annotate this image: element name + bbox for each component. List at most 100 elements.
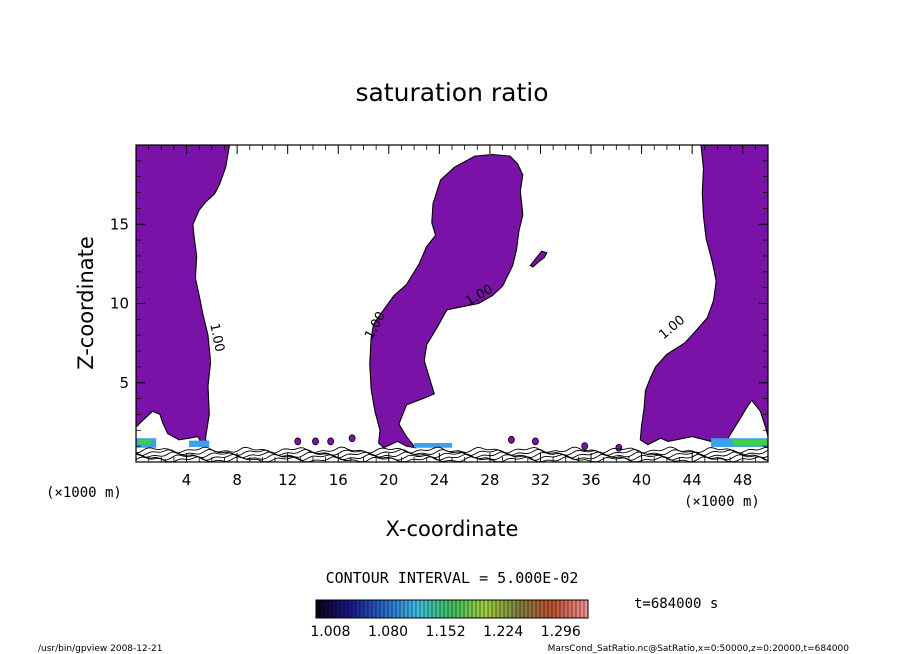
contour-interval: CONTOUR INTERVAL = 5.000E-02 — [326, 569, 579, 587]
surface-contour-4 — [136, 448, 768, 457]
colorbar-cell — [436, 600, 440, 618]
colorbar-cell — [424, 600, 428, 618]
surface-blob-7 — [581, 442, 589, 451]
surface-contour-3 — [136, 451, 768, 459]
colorbar-cell — [576, 600, 580, 618]
colorbar-cell — [452, 600, 456, 618]
colorbar-cell — [540, 600, 544, 618]
colorbar-cell — [480, 600, 484, 618]
y-tick-label: 10 — [110, 295, 129, 313]
colorbar-cell — [324, 600, 328, 618]
colorbar-cell — [488, 600, 492, 618]
colorbar-cells — [315, 600, 588, 618]
saturation-region-4 — [529, 250, 548, 268]
surface-blob-1 — [294, 437, 302, 446]
surface-band-6 — [414, 442, 452, 448]
colorbar-cell — [400, 600, 404, 618]
colorbar-cell — [520, 600, 524, 618]
colorbar-cell — [332, 600, 336, 618]
colorbar-cell — [524, 600, 528, 618]
surface-band-3 — [189, 440, 210, 447]
surface-blob-6 — [532, 437, 539, 446]
x-tick-label: 32 — [531, 471, 550, 489]
y-tick-label: 15 — [110, 215, 129, 233]
surface-blob-2 — [312, 437, 319, 446]
colorbar-cell — [376, 600, 380, 618]
y-axis-label: Z-coordinate — [74, 236, 98, 370]
colorbar-cell — [408, 600, 412, 618]
colorbar-cell — [496, 600, 500, 618]
y-axis-unit: (×1000 m) — [46, 485, 122, 501]
colorbar: 1.008 1.080 1.152 1.224 1.296 — [310, 599, 589, 640]
colorbar-cell — [464, 600, 468, 618]
colorbar-cell — [556, 600, 560, 618]
x-tick-label: 12 — [278, 471, 297, 489]
time-label: t=684000 s — [634, 596, 718, 612]
colorbar-cell — [444, 600, 448, 618]
x-tick-label: 8 — [232, 471, 242, 489]
surface-blob-4 — [348, 434, 356, 443]
x-tick-label: 44 — [683, 471, 702, 489]
colorbar-cell — [564, 600, 568, 618]
colorbar-cell — [492, 600, 496, 618]
colorbar-labels: 1.008 1.080 1.152 1.224 1.296 — [310, 624, 581, 640]
colorbar-cell — [456, 600, 460, 618]
colorbar-cell — [448, 600, 452, 618]
colorbar-cell — [468, 600, 472, 618]
colorbar-cell — [320, 600, 324, 618]
colorbar-cell — [516, 600, 520, 618]
surface-blob-5 — [508, 435, 515, 444]
footer-right: MarsCond_SatRatio.nc@SatRatio,x=0:50000,… — [548, 644, 850, 654]
colorbar-cell — [316, 600, 320, 618]
colorbar-cell — [560, 600, 564, 618]
colorbar-cell — [476, 600, 480, 618]
colorbar-label: 1.152 — [426, 624, 466, 640]
colorbar-cell — [356, 600, 360, 618]
colorbar-label: 1.080 — [368, 624, 408, 640]
colorbar-frame — [315, 599, 589, 619]
x-tick-label: 4 — [182, 471, 192, 489]
colorbar-label: 1.296 — [541, 624, 581, 640]
colorbar-cell — [416, 600, 420, 618]
colorbar-cell — [512, 600, 516, 618]
colorbar-cell — [372, 600, 376, 618]
colorbar-cell — [536, 600, 540, 618]
surface-blob-3 — [327, 437, 335, 446]
y-tick-label: 5 — [119, 374, 129, 392]
colorbar-cell — [344, 600, 348, 618]
colorbar-cell — [392, 600, 396, 618]
x-tick-label: 20 — [379, 471, 398, 489]
colorbar-cell — [420, 600, 424, 618]
colorbar-cell — [508, 600, 512, 618]
colorbar-cell — [528, 600, 532, 618]
colorbar-cell — [432, 600, 436, 618]
colorbar-cell — [460, 600, 464, 618]
colorbar-cell — [552, 600, 556, 618]
colorbar-cell — [380, 600, 384, 618]
x-tick-label: 48 — [733, 471, 752, 489]
colorbar-cell — [548, 600, 552, 618]
surface-band-5 — [732, 439, 768, 446]
saturation-regions — [136, 145, 768, 462]
colorbar-cell — [440, 600, 444, 618]
colorbar-cell — [336, 600, 340, 618]
x-tick-label: 28 — [480, 471, 499, 489]
x-tick-label: 36 — [581, 471, 600, 489]
saturation-region-1 — [136, 145, 231, 462]
colorbar-cell — [428, 600, 432, 618]
colorbar-cell — [584, 600, 588, 618]
footer-left: /usr/bin/gpview 2008-12-21 — [38, 644, 162, 654]
colorbar-cell — [364, 600, 368, 618]
x-tick-label: 40 — [632, 471, 651, 489]
surface-blob-8 — [615, 443, 623, 452]
colorbar-cell — [404, 600, 408, 618]
colorbar-cell — [368, 600, 372, 618]
colorbar-cell — [504, 600, 508, 618]
colorbar-cell — [532, 600, 536, 618]
colorbar-cell — [348, 600, 352, 618]
x-axis-unit: (×1000 m) — [684, 494, 760, 510]
x-axis-ticks: 4 8 12 16 20 24 28 32 36 40 44 48 — [148, 145, 756, 489]
surface-contour-5 — [136, 446, 768, 454]
plot-area: 1.00 1.001.001.00 4 8 12 16 20 24 28 32 36 40 44 48 … — [110, 144, 769, 489]
colorbar-label: 1.008 — [310, 624, 350, 640]
